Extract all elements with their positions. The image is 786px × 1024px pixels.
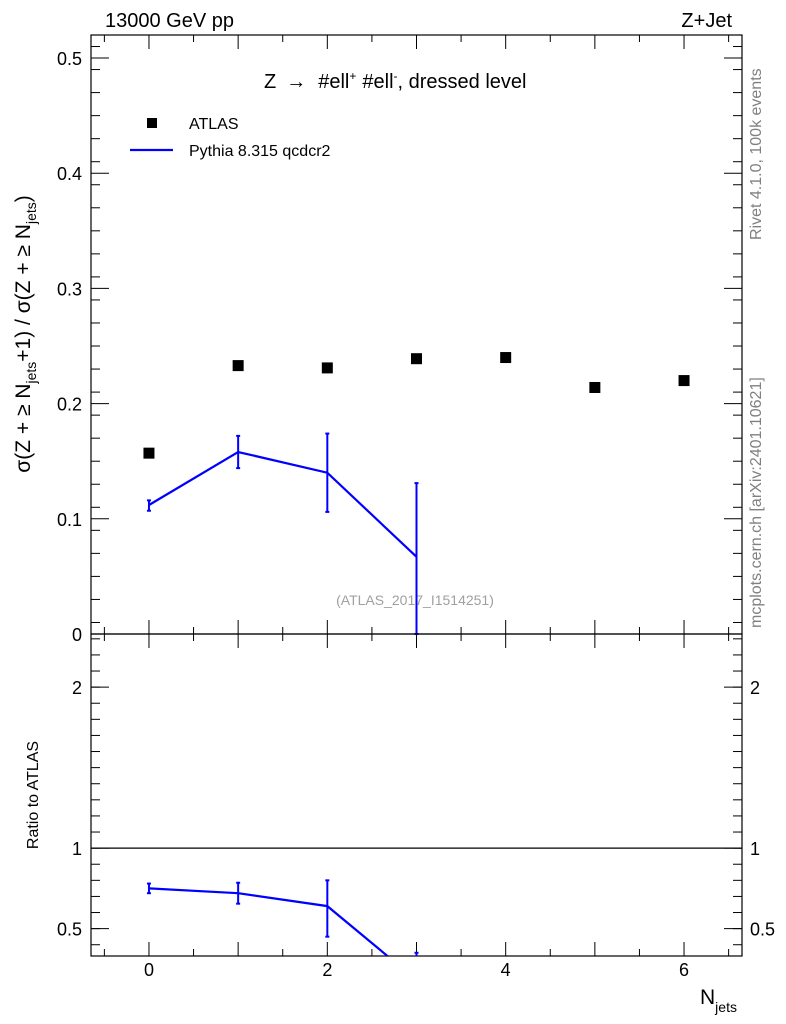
main-y-tick-label: 0.3: [57, 279, 82, 299]
atlas-data-point: [589, 381, 601, 393]
main-y-tick-labels: 0.1 0.2 0.3 0.4 0.5: [57, 49, 82, 530]
ratio-plot: 0.5 0.5 1 1 2 2 0 2 4 6 Ratio to ATLAS Njets: [25, 633, 775, 1015]
x-tick-label: 0: [144, 960, 154, 980]
legend-pythia-label: Pythia 8.315 qcdcr2: [189, 143, 331, 160]
ratio-y-tick-labels: 0.5 0.5 1 1 2 2: [57, 678, 775, 940]
ratio-y-tick-label-right: 1: [750, 839, 760, 859]
ratio-y-axis-label: Ratio to ATLAS: [25, 741, 42, 849]
ratio-y-tick-label-left: 2: [72, 678, 82, 698]
main-y-tick-label: 0.4: [57, 164, 82, 184]
atlas-data-point: [500, 352, 512, 364]
atlas-data-point: [143, 447, 155, 459]
rivet-label: Rivet 4.1.0, 100k events: [748, 68, 765, 240]
ratio-plot-frame: [90, 633, 743, 957]
analysis-watermark: (ATLAS_2017_I1514251): [336, 592, 494, 608]
ratio-series-group: [146, 879, 419, 956]
header-process-label: Z+Jet: [681, 10, 732, 32]
atlas-data-point: [321, 362, 333, 374]
ratio-y-tick-label-right: 2: [750, 678, 760, 698]
mcplots-label: mcplots.cern.ch [arXiv:2401.10621]: [748, 377, 765, 628]
x-tick-label: 6: [679, 960, 689, 980]
ratio-series: [146, 879, 419, 956]
x-tick-label: 4: [501, 960, 511, 980]
atlas-data-point: [411, 353, 422, 365]
ratio-y-tick-label-left: 1: [72, 839, 82, 859]
main-series: [143, 352, 690, 635]
atlas-data-point: [678, 375, 690, 387]
x-axis-label: Njets: [700, 986, 737, 1015]
header-energy-label: 13000 GeV pp: [105, 10, 234, 32]
main-ticks: [91, 35, 742, 634]
ratio-line: [148, 887, 390, 956]
main-y-zero-label: 0: [72, 625, 82, 645]
atlas-data-point: [232, 360, 244, 372]
main-y-tick-label: 0.5: [57, 49, 82, 69]
main-plot: 0.1 0.2 0.3 0.4 0.5 0 σ(Z + ≥ Njets+1) / σ(Z…: [12, 34, 743, 645]
pythia-line: [148, 450, 418, 558]
legend-atlas-label: ATLAS: [189, 116, 239, 133]
legend-atlas-marker: [147, 118, 157, 128]
ratio-y-tick-label-right: 0.5: [750, 920, 775, 940]
ratio-x-tick-labels: 0 2 4 6: [144, 960, 689, 980]
plot-title: Z → #ell+ #ell-, dressed level: [264, 69, 526, 93]
main-y-tick-label: 0.2: [57, 395, 82, 415]
main-y-tick-label: 0.1: [57, 510, 82, 530]
ratio-y-tick-label-left: 0.5: [57, 920, 82, 940]
x-tick-label: 2: [322, 960, 332, 980]
main-y-axis-label: σ(Z + ≥ Njets+1) / σ(Z + ≥ Njets): [12, 195, 39, 473]
legend: ATLAS Pythia 8.315 qcdcr2: [130, 116, 331, 160]
ratio-ticks: [91, 634, 742, 956]
